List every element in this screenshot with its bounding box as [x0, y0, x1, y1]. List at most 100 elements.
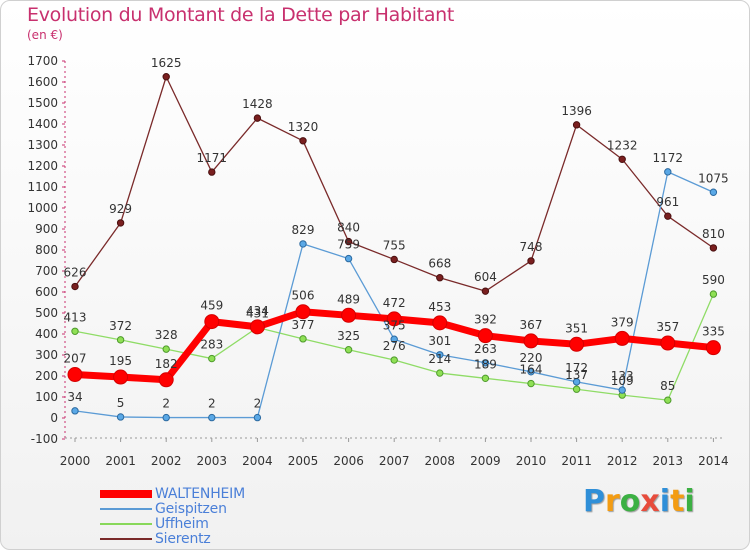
- data-point-sierentz: [527, 257, 535, 265]
- legend-swatch: [100, 538, 152, 540]
- data-point-sierentz: [344, 237, 353, 246]
- data-point-geispitzen: [527, 368, 535, 376]
- data-label-waltenheim: 472: [383, 296, 406, 310]
- data-point-geispitzen: [162, 413, 170, 422]
- data-point-uffheim: [71, 327, 79, 335]
- data-label-uffheim: 214: [428, 352, 451, 366]
- data-label-sierentz: 1396: [561, 104, 592, 118]
- data-point-sierentz: [572, 121, 581, 129]
- data-label-uffheim: 283: [200, 338, 223, 352]
- data-point-geispitzen: [436, 351, 444, 359]
- data-label-uffheim: 590: [702, 273, 725, 287]
- x-tick-label: 2012: [607, 454, 638, 468]
- data-point-waltenheim: [705, 340, 721, 356]
- data-point-sierentz: [390, 255, 398, 264]
- data-point-sierentz: [481, 287, 490, 295]
- data-label-sierentz: 748: [520, 240, 543, 254]
- data-label-sierentz: 604: [474, 270, 497, 284]
- data-label-geispitzen: 759: [337, 238, 360, 252]
- logo-letter: t: [670, 484, 685, 519]
- data-label-sierentz: 755: [383, 238, 406, 252]
- data-point-sierentz: [664, 212, 672, 220]
- data-point-uffheim: [116, 336, 125, 344]
- x-tick-label: 2007: [379, 454, 410, 468]
- y-tick-label: 1500: [27, 96, 58, 110]
- data-point-waltenheim: [477, 328, 493, 344]
- data-label-sierentz: 810: [702, 227, 725, 241]
- data-point-sierentz: [618, 155, 626, 163]
- data-point-sierentz: [253, 114, 262, 122]
- data-label-waltenheim: 351: [565, 321, 588, 335]
- logo-letter: o: [619, 484, 641, 519]
- y-tick-label: 1100: [27, 180, 58, 194]
- data-point-waltenheim: [204, 314, 220, 330]
- y-tick-label: 1600: [27, 75, 58, 89]
- data-label-geispitzen: 301: [428, 334, 451, 348]
- x-tick-label: 2004: [242, 454, 273, 468]
- data-label-uffheim: 431: [246, 306, 269, 320]
- data-point-waltenheim: [295, 304, 311, 320]
- x-tick-label: 2000: [60, 454, 91, 468]
- data-point-uffheim: [299, 335, 307, 343]
- legend-swatch: [100, 523, 152, 525]
- data-point-sierentz: [71, 282, 79, 291]
- data-label-sierentz: 1625: [151, 56, 182, 70]
- data-label-sierentz: 1320: [288, 120, 319, 134]
- data-label-uffheim: 325: [337, 329, 360, 343]
- y-tick-label: 700: [35, 264, 58, 278]
- data-label-sierentz: 1232: [607, 138, 638, 152]
- x-tick-label: 2008: [425, 454, 456, 468]
- data-label-waltenheim: 453: [428, 300, 451, 314]
- data-label-geispitzen: 263: [474, 342, 497, 356]
- data-point-uffheim: [572, 385, 581, 393]
- data-point-geispitzen: [481, 359, 490, 367]
- data-point-uffheim: [208, 354, 216, 363]
- data-label-sierentz: 1171: [197, 151, 228, 165]
- x-tick-label: 2002: [151, 454, 182, 468]
- data-label-geispitzen: 1075: [698, 171, 729, 185]
- data-label-waltenheim: 182: [155, 357, 178, 371]
- data-label-sierentz: 668: [428, 257, 451, 271]
- data-label-geispitzen: 172: [565, 361, 588, 375]
- logo-letter: x: [640, 484, 660, 519]
- data-label-sierentz: 626: [64, 266, 87, 280]
- legend-label: WALTENHEIM: [155, 486, 245, 502]
- data-label-uffheim: 276: [383, 339, 406, 353]
- data-label-waltenheim: 207: [64, 352, 87, 366]
- data-point-waltenheim: [386, 311, 402, 327]
- y-tick-label: 1200: [27, 159, 58, 173]
- data-label-waltenheim: 335: [702, 325, 725, 339]
- x-tick-label: 2001: [105, 454, 136, 468]
- data-label-waltenheim: 392: [474, 313, 497, 327]
- data-label-uffheim: 377: [292, 318, 315, 332]
- data-point-geispitzen: [71, 407, 79, 415]
- data-point-waltenheim: [158, 372, 174, 388]
- y-tick-label: 400: [35, 327, 58, 341]
- data-label-geispitzen: 220: [520, 351, 543, 365]
- data-label-waltenheim: 459: [200, 299, 223, 313]
- data-point-waltenheim: [614, 330, 630, 346]
- data-point-uffheim: [162, 345, 170, 353]
- data-label-uffheim: 85: [660, 379, 675, 393]
- x-tick-label: 2006: [333, 454, 364, 468]
- data-point-sierentz: [116, 219, 125, 227]
- data-label-uffheim: 137: [565, 368, 588, 382]
- data-label-uffheim: 189: [474, 357, 497, 371]
- data-point-uffheim: [344, 346, 353, 354]
- data-label-waltenheim: 367: [520, 318, 543, 332]
- y-tick-label: 500: [35, 306, 58, 320]
- data-label-waltenheim: 357: [656, 320, 679, 334]
- data-point-uffheim: [390, 356, 398, 364]
- logo-letter: i: [684, 484, 695, 519]
- legend-label: Uffheim: [155, 516, 209, 532]
- legend-label: Geispitzen: [155, 501, 227, 517]
- data-label-sierentz: 961: [656, 195, 679, 209]
- data-label-geispitzen: 133: [611, 369, 634, 383]
- y-tick-label: 1400: [27, 117, 58, 131]
- data-point-geispitzen: [344, 254, 353, 263]
- data-point-waltenheim: [569, 336, 585, 352]
- legend-swatch: [100, 490, 152, 498]
- data-point-geispitzen: [253, 413, 262, 422]
- y-tick-label: 600: [35, 285, 58, 299]
